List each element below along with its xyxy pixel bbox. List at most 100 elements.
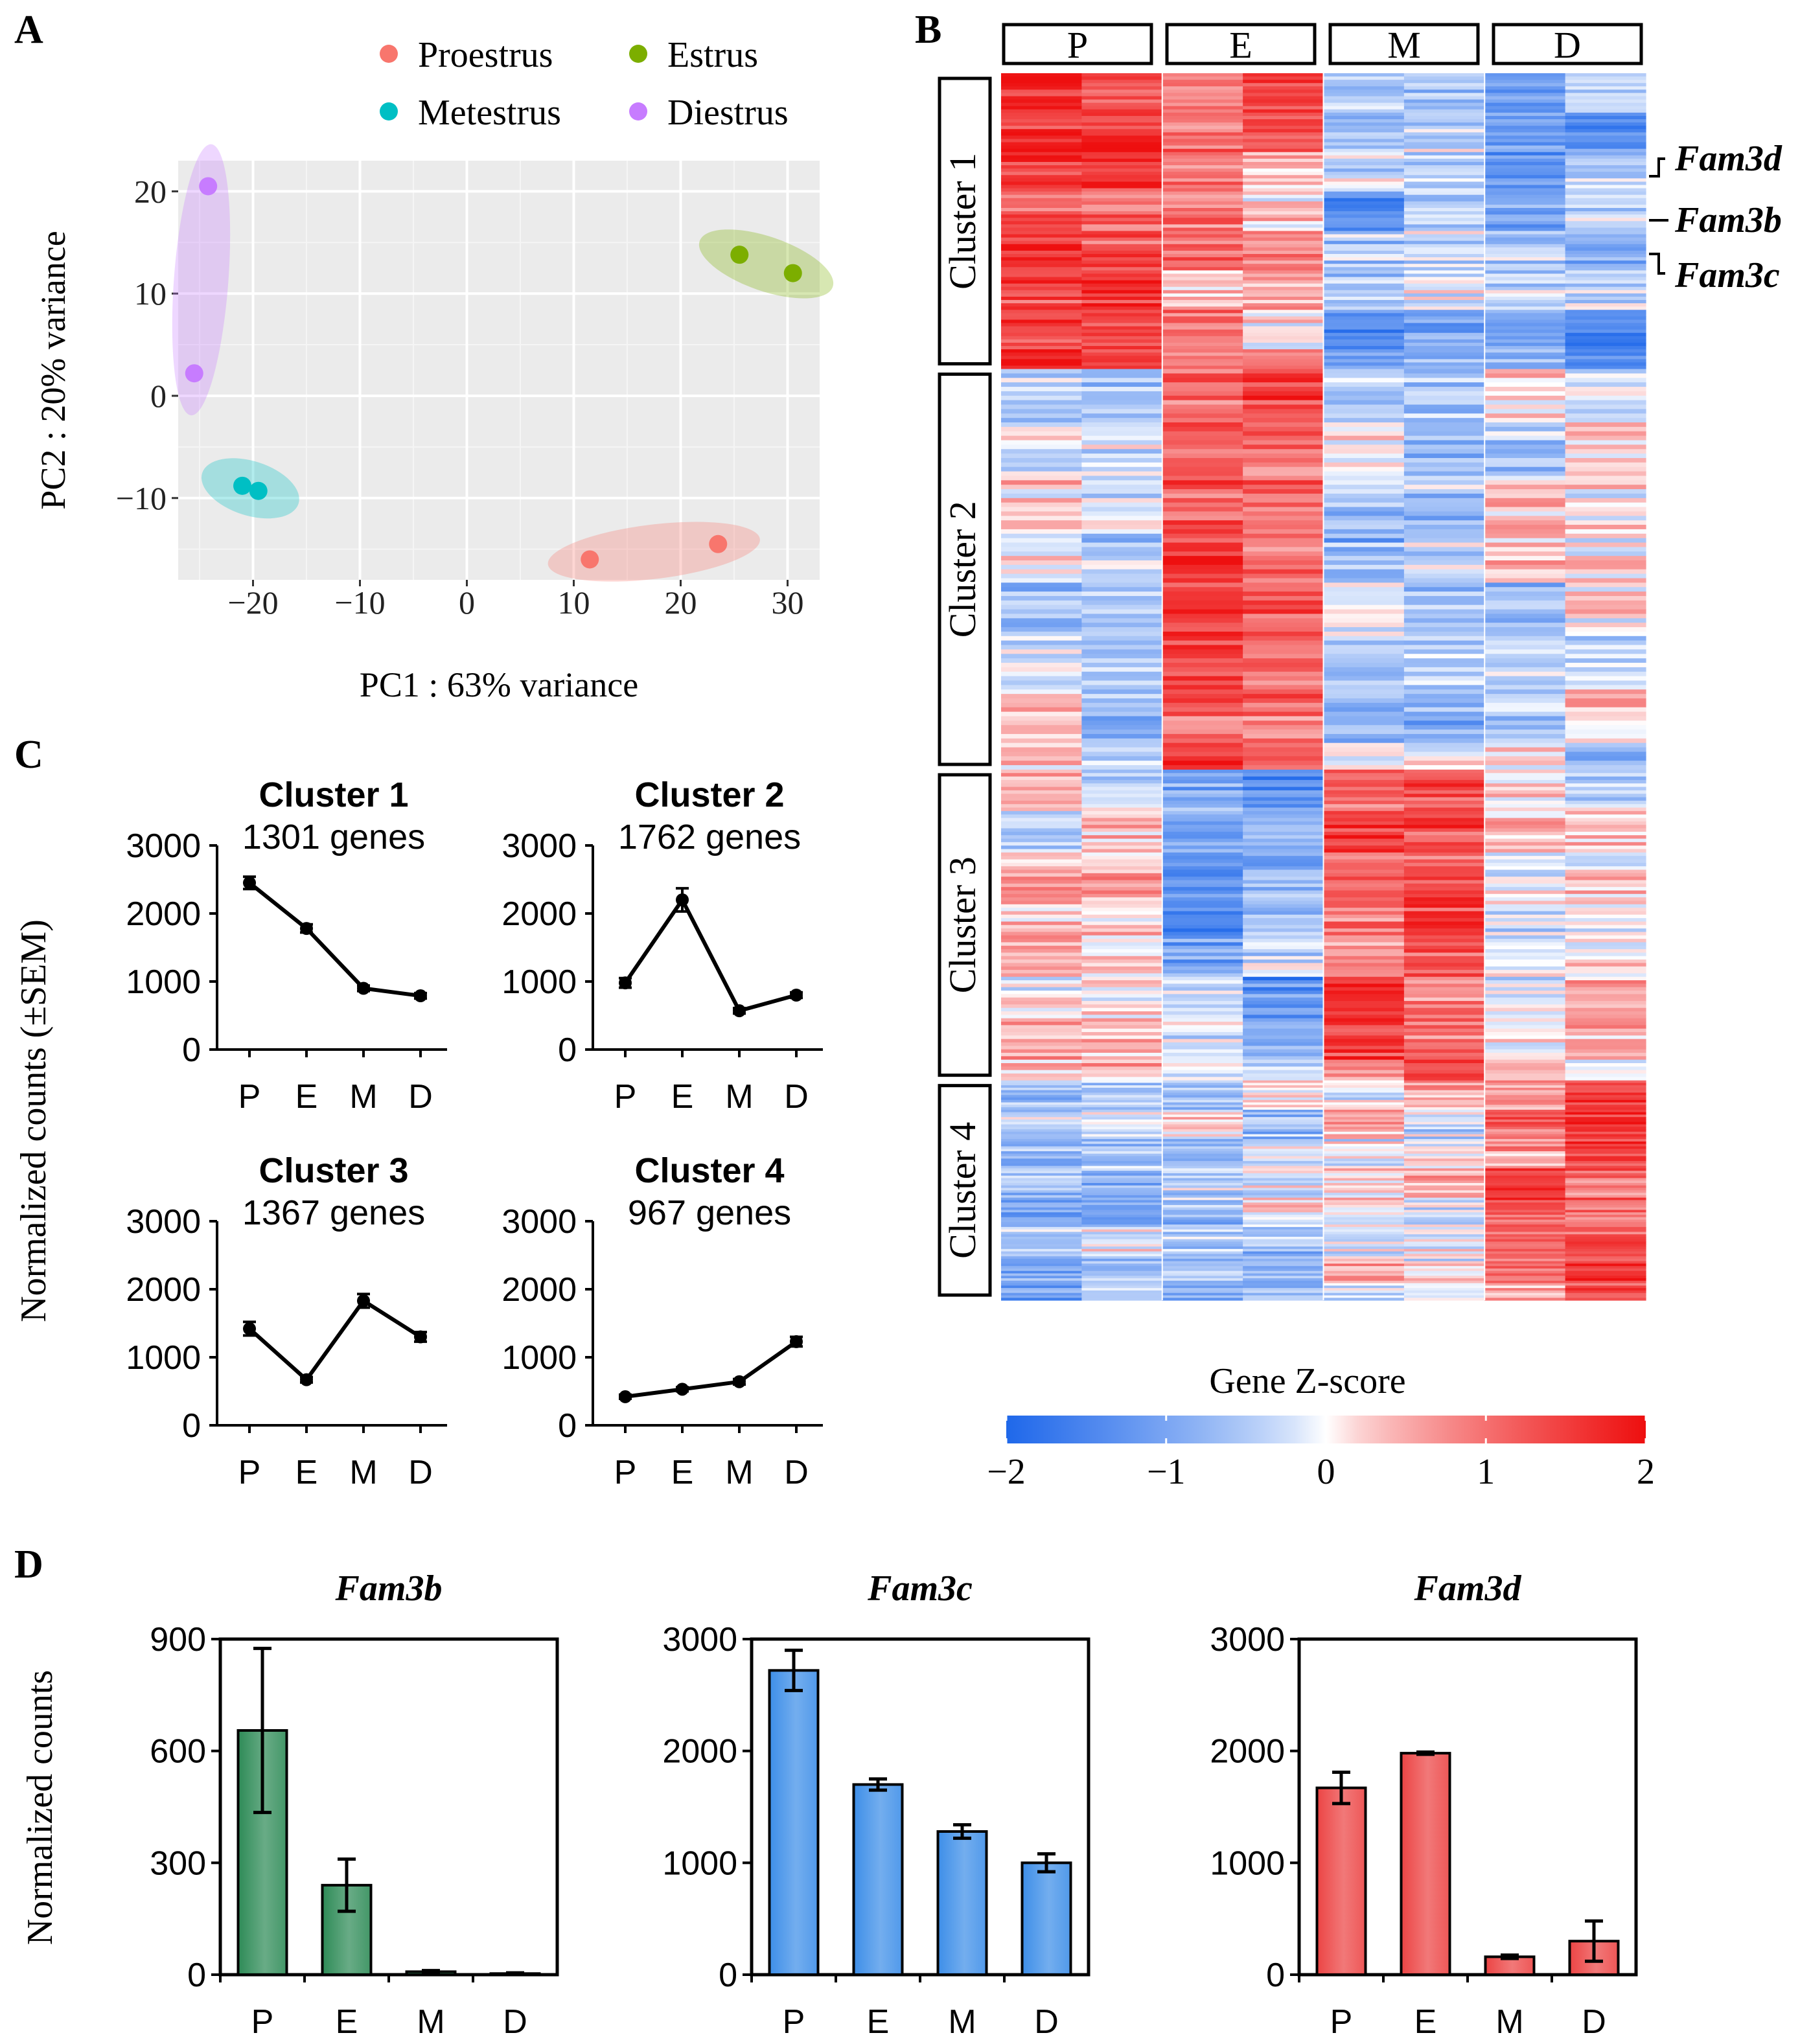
heatmap-cell — [1565, 221, 1646, 225]
heatmap-cell — [1243, 970, 1324, 974]
heatmap-cell — [1162, 1183, 1243, 1186]
heatmap-cell — [1323, 1059, 1405, 1064]
heatmap-cell — [1484, 1183, 1566, 1186]
heatmap-cell — [1403, 949, 1485, 954]
heatmap-cell — [1001, 1197, 1082, 1201]
heatmap-cell — [1484, 218, 1566, 222]
heatmap-cell — [1565, 286, 1646, 291]
heatmap-cell — [1243, 1263, 1324, 1267]
heatmap-cell — [1162, 201, 1243, 205]
heatmap-cell — [1162, 336, 1243, 340]
heatmap-cell — [1162, 132, 1243, 136]
heatmap-cell — [1403, 1059, 1485, 1064]
heatmap-cell — [1081, 980, 1163, 984]
heatmap-cell — [1323, 1163, 1405, 1167]
heatmap-cell — [1243, 707, 1324, 713]
heatmap-cell — [1484, 776, 1566, 781]
heatmap-cell — [1484, 918, 1566, 923]
heatmap-cell — [1403, 890, 1485, 895]
heatmap-cell — [1162, 671, 1243, 677]
heatmap-cell — [1162, 1112, 1243, 1116]
heatmap-cell — [1001, 498, 1082, 503]
heatmap-cell — [1162, 511, 1243, 516]
heatmap-cell — [1162, 234, 1243, 238]
heatmap-cell — [1565, 980, 1646, 984]
heatmap-cell — [1565, 191, 1646, 196]
heatmap-cell — [1162, 373, 1243, 378]
heatmap-cell — [1243, 856, 1324, 860]
heatmap-cell — [1162, 227, 1243, 232]
heatmap-cell — [1565, 1143, 1646, 1147]
heatmap-cell — [1323, 680, 1405, 685]
heatmap-cell — [1323, 1001, 1405, 1005]
heatmap-cell — [1484, 435, 1566, 441]
heatmap-cell — [1081, 1121, 1163, 1125]
heatmap-cell — [1243, 185, 1324, 189]
heatmap-cell — [1162, 1109, 1243, 1113]
heatmap-cell — [1403, 761, 1485, 766]
heatmap-cell — [1323, 409, 1405, 414]
heatmap-cell — [1403, 676, 1485, 682]
heatmap-cell — [1484, 694, 1566, 699]
heatmap-cell — [1001, 172, 1082, 176]
heatmap-cell — [1001, 185, 1082, 189]
heatmap-cell — [1081, 145, 1163, 150]
heatmap-cell — [1484, 1256, 1566, 1259]
heatmap-cell — [1162, 1224, 1243, 1228]
heatmap-cell — [1484, 480, 1566, 485]
heatmap-cell — [1001, 336, 1082, 340]
heatmap-cell — [1081, 332, 1163, 337]
heatmap-cell — [1565, 1278, 1646, 1281]
heatmap-cell — [1323, 707, 1405, 713]
heatmap-cell — [1565, 431, 1646, 437]
heatmap-cell — [1565, 391, 1646, 396]
heatmap-cell — [1565, 422, 1646, 428]
heatmap-cell — [1081, 201, 1163, 205]
heatmap-cell — [1162, 547, 1243, 552]
heatmap-cell — [1162, 1049, 1243, 1053]
heatmap-cell — [1323, 1153, 1405, 1157]
heatmap-cell — [1081, 564, 1163, 570]
heatmap-cell — [1162, 918, 1243, 923]
heatmap-cell — [1243, 838, 1324, 843]
heatmap-cell — [1403, 1066, 1485, 1071]
heatmap-cell — [1484, 413, 1566, 419]
heatmap-cell — [1162, 1268, 1243, 1272]
heatmap-cell — [1243, 231, 1324, 235]
heatmap-cell — [1403, 901, 1485, 905]
heatmap-cell — [1081, 914, 1163, 919]
heatmap-cell — [1484, 129, 1566, 133]
heatmap-cell — [1403, 1212, 1485, 1215]
heatmap-cell — [1001, 901, 1082, 905]
heatmap-cell — [1162, 106, 1243, 110]
heatmap-cell — [1484, 1258, 1566, 1262]
heatmap-cell — [1484, 1151, 1566, 1154]
heatmap-cell — [1484, 326, 1566, 330]
heatmap-cell — [1323, 1107, 1405, 1110]
heatmap-cell — [1243, 976, 1324, 981]
heatmap-cell — [1162, 493, 1243, 499]
heatmap-cell — [1403, 702, 1485, 708]
heatmap-cell — [1081, 1085, 1163, 1088]
heatmap-cell — [1081, 1139, 1163, 1142]
heatmap-cell — [1484, 849, 1566, 853]
heatmap-cell — [1162, 1248, 1243, 1252]
heatmap-cell — [1403, 373, 1485, 378]
heatmap-cell — [1162, 1083, 1243, 1086]
heatmap-cell — [1565, 649, 1646, 654]
heatmap-cell — [1081, 1254, 1163, 1257]
heatmap-cell — [1484, 185, 1566, 189]
heatmap-cell — [1081, 435, 1163, 441]
heatmap-cell — [1081, 794, 1163, 798]
heatmap-cell — [1081, 356, 1163, 360]
heatmap-cell — [1081, 873, 1163, 877]
heatmap-cell — [1243, 604, 1324, 610]
heatmap-cell — [1081, 218, 1163, 222]
heatmap-cell — [1001, 835, 1082, 840]
heatmap-cell — [1403, 1136, 1485, 1140]
heatmap-cell — [1484, 980, 1566, 984]
heatmap-cell — [1081, 733, 1163, 739]
heatmap-cell — [1081, 587, 1163, 592]
heatmap-cell — [1323, 631, 1405, 637]
heatmap-cell — [1081, 654, 1163, 659]
